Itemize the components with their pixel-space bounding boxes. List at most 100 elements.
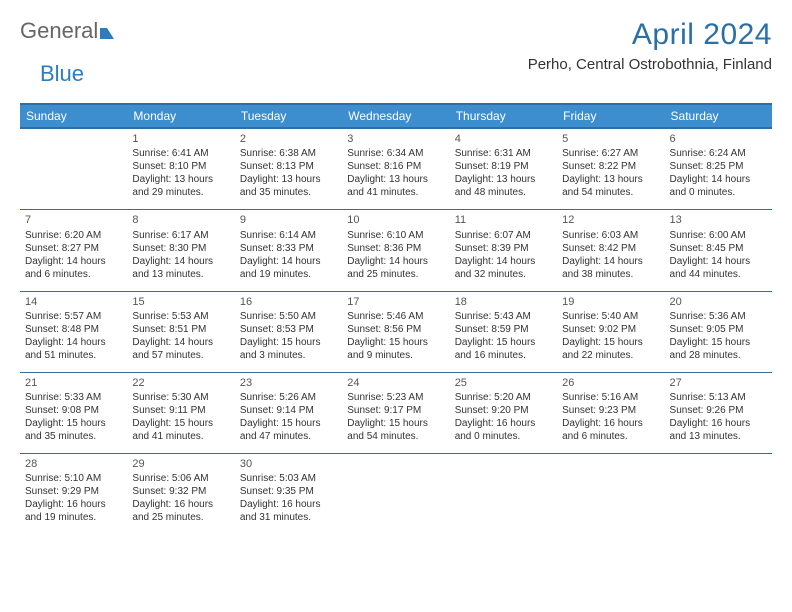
sunset-line: Sunset: 9:14 PM	[240, 404, 337, 417]
sunrise-line: Sunrise: 6:00 AM	[670, 229, 767, 242]
day-number: 28	[25, 457, 122, 471]
daylight-line: Daylight: 13 hours and 48 minutes.	[455, 173, 552, 199]
sunrise-line: Sunrise: 6:41 AM	[132, 147, 229, 160]
weekday-header: Wednesday	[342, 104, 449, 128]
sunset-line: Sunset: 8:59 PM	[455, 323, 552, 336]
calendar-week-row: 21Sunrise: 5:33 AMSunset: 9:08 PMDayligh…	[20, 372, 772, 453]
daylight-line: Daylight: 15 hours and 35 minutes.	[25, 417, 122, 443]
calendar-day-cell: 17Sunrise: 5:46 AMSunset: 8:56 PMDayligh…	[342, 291, 449, 372]
calendar-day-cell: 26Sunrise: 5:16 AMSunset: 9:23 PMDayligh…	[557, 372, 664, 453]
daylight-line: Daylight: 15 hours and 47 minutes.	[240, 417, 337, 443]
sunrise-line: Sunrise: 5:57 AM	[25, 310, 122, 323]
calendar-day-cell: 24Sunrise: 5:23 AMSunset: 9:17 PMDayligh…	[342, 372, 449, 453]
day-number: 6	[670, 132, 767, 146]
calendar-day-cell	[20, 128, 127, 210]
day-number: 16	[240, 295, 337, 309]
sunset-line: Sunset: 9:11 PM	[132, 404, 229, 417]
daylight-line: Daylight: 14 hours and 51 minutes.	[25, 336, 122, 362]
calendar-day-cell: 1Sunrise: 6:41 AMSunset: 8:10 PMDaylight…	[127, 128, 234, 210]
sunrise-line: Sunrise: 5:03 AM	[240, 472, 337, 485]
day-number: 9	[240, 213, 337, 227]
sunrise-line: Sunrise: 5:36 AM	[670, 310, 767, 323]
calendar-day-cell: 8Sunrise: 6:17 AMSunset: 8:30 PMDaylight…	[127, 210, 234, 291]
sunrise-line: Sunrise: 6:34 AM	[347, 147, 444, 160]
daylight-line: Daylight: 16 hours and 13 minutes.	[670, 417, 767, 443]
daylight-line: Daylight: 14 hours and 6 minutes.	[25, 255, 122, 281]
sunset-line: Sunset: 9:26 PM	[670, 404, 767, 417]
calendar-day-cell: 3Sunrise: 6:34 AMSunset: 8:16 PMDaylight…	[342, 128, 449, 210]
calendar-day-cell: 22Sunrise: 5:30 AMSunset: 9:11 PMDayligh…	[127, 372, 234, 453]
sunrise-line: Sunrise: 6:20 AM	[25, 229, 122, 242]
daylight-line: Daylight: 14 hours and 57 minutes.	[132, 336, 229, 362]
calendar-body: 1Sunrise: 6:41 AMSunset: 8:10 PMDaylight…	[20, 128, 772, 534]
day-number: 8	[132, 213, 229, 227]
month-title: April 2024	[528, 18, 772, 52]
calendar-day-cell: 27Sunrise: 5:13 AMSunset: 9:26 PMDayligh…	[665, 372, 772, 453]
calendar-table: SundayMondayTuesdayWednesdayThursdayFrid…	[20, 103, 772, 534]
sunrise-line: Sunrise: 6:03 AM	[562, 229, 659, 242]
sunset-line: Sunset: 8:56 PM	[347, 323, 444, 336]
daylight-line: Daylight: 14 hours and 13 minutes.	[132, 255, 229, 281]
sunrise-line: Sunrise: 5:26 AM	[240, 391, 337, 404]
sunset-line: Sunset: 9:02 PM	[562, 323, 659, 336]
sunrise-line: Sunrise: 5:13 AM	[670, 391, 767, 404]
sunset-line: Sunset: 8:22 PM	[562, 160, 659, 173]
day-number: 12	[562, 213, 659, 227]
calendar-day-cell: 18Sunrise: 5:43 AMSunset: 8:59 PMDayligh…	[450, 291, 557, 372]
calendar-day-cell: 23Sunrise: 5:26 AMSunset: 9:14 PMDayligh…	[235, 372, 342, 453]
calendar-day-cell: 5Sunrise: 6:27 AMSunset: 8:22 PMDaylight…	[557, 128, 664, 210]
calendar-week-row: 7Sunrise: 6:20 AMSunset: 8:27 PMDaylight…	[20, 210, 772, 291]
calendar-day-cell	[557, 454, 664, 535]
sunset-line: Sunset: 8:25 PM	[670, 160, 767, 173]
sunset-line: Sunset: 8:33 PM	[240, 242, 337, 255]
daylight-line: Daylight: 15 hours and 28 minutes.	[670, 336, 767, 362]
sunset-line: Sunset: 9:17 PM	[347, 404, 444, 417]
day-number: 4	[455, 132, 552, 146]
day-number: 30	[240, 457, 337, 471]
calendar-day-cell: 11Sunrise: 6:07 AMSunset: 8:39 PMDayligh…	[450, 210, 557, 291]
sunset-line: Sunset: 9:32 PM	[132, 485, 229, 498]
calendar-day-cell: 7Sunrise: 6:20 AMSunset: 8:27 PMDaylight…	[20, 210, 127, 291]
location-text: Perho, Central Ostrobothnia, Finland	[528, 56, 772, 73]
daylight-line: Daylight: 15 hours and 3 minutes.	[240, 336, 337, 362]
day-number: 13	[670, 213, 767, 227]
sunrise-line: Sunrise: 5:20 AM	[455, 391, 552, 404]
logo-text-blue: Blue	[40, 61, 84, 86]
day-number: 18	[455, 295, 552, 309]
day-number: 14	[25, 295, 122, 309]
calendar-day-cell: 9 Sunrise: 6:14 AMSunset: 8:33 PMDaylight…	[235, 210, 342, 291]
sunset-line: Sunset: 8:39 PM	[455, 242, 552, 255]
calendar-day-cell: 21Sunrise: 5:33 AMSunset: 9:08 PMDayligh…	[20, 372, 127, 453]
daylight-line: Daylight: 14 hours and 19 minutes.	[240, 255, 337, 281]
calendar-day-cell: 19Sunrise: 5:40 AMSunset: 9:02 PMDayligh…	[557, 291, 664, 372]
sunrise-line: Sunrise: 6:14 AM	[240, 229, 337, 242]
day-number: 2	[240, 132, 337, 146]
sunset-line: Sunset: 8:13 PM	[240, 160, 337, 173]
sunset-line: Sunset: 8:19 PM	[455, 160, 552, 173]
sunset-line: Sunset: 9:08 PM	[25, 404, 122, 417]
day-number: 29	[132, 457, 229, 471]
daylight-line: Daylight: 14 hours and 44 minutes.	[670, 255, 767, 281]
sunrise-line: Sunrise: 5:06 AM	[132, 472, 229, 485]
sunrise-line: Sunrise: 6:10 AM	[347, 229, 444, 242]
title-block: April 2024 Perho, Central Ostrobothnia, …	[528, 18, 772, 73]
daylight-line: Daylight: 15 hours and 9 minutes.	[347, 336, 444, 362]
calendar-day-cell: 13 Sunrise: 6:00 AMSunset: 8:45 PMDayligh…	[665, 210, 772, 291]
sunset-line: Sunset: 8:45 PM	[670, 242, 767, 255]
sunrise-line: Sunrise: 6:27 AM	[562, 147, 659, 160]
weekday-header: Sunday	[20, 104, 127, 128]
daylight-line: Daylight: 15 hours and 41 minutes.	[132, 417, 229, 443]
calendar-day-cell: 10Sunrise: 6:10 AMSunset: 8:36 PMDayligh…	[342, 210, 449, 291]
sunrise-line: Sunrise: 5:33 AM	[25, 391, 122, 404]
sunset-line: Sunset: 8:36 PM	[347, 242, 444, 255]
weekday-header: Tuesday	[235, 104, 342, 128]
calendar-week-row: 1Sunrise: 6:41 AMSunset: 8:10 PMDaylight…	[20, 128, 772, 210]
daylight-line: Daylight: 15 hours and 16 minutes.	[455, 336, 552, 362]
calendar-day-cell	[342, 454, 449, 535]
calendar-week-row: 28Sunrise: 5:10 AMSunset: 9:29 PMDayligh…	[20, 454, 772, 535]
sunrise-line: Sunrise: 6:24 AM	[670, 147, 767, 160]
calendar-head: SundayMondayTuesdayWednesdayThursdayFrid…	[20, 104, 772, 128]
sunset-line: Sunset: 9:23 PM	[562, 404, 659, 417]
sunrise-line: Sunrise: 5:30 AM	[132, 391, 229, 404]
daylight-line: Daylight: 15 hours and 22 minutes.	[562, 336, 659, 362]
